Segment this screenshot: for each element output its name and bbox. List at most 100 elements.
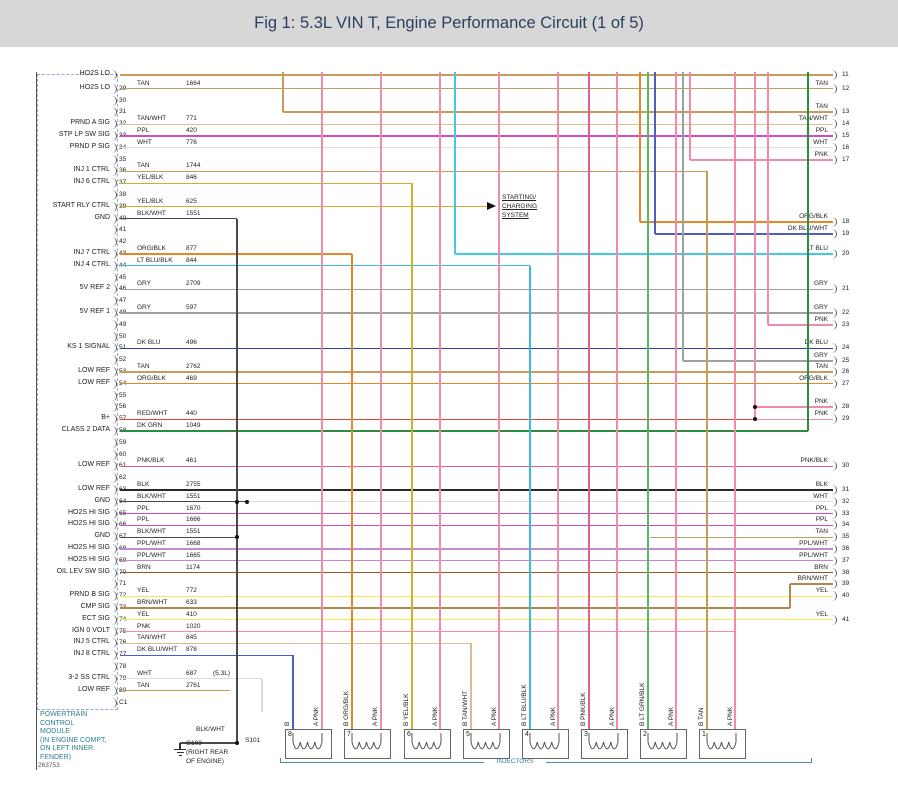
pcm-pin-label: LOW REF <box>78 367 110 374</box>
injector-pin-a-label: A PNK <box>372 706 379 726</box>
wire-vertical <box>351 254 353 729</box>
wire-horizontal <box>120 371 833 373</box>
pcm-module-label: ON LEFT INNER <box>40 745 94 753</box>
terminal-color-label: LT BLU <box>806 245 828 252</box>
wire-circuit-number: 1551 <box>186 528 201 536</box>
pcm-pin-bracket-icon <box>112 414 117 425</box>
pcm-pin-bracket-icon <box>112 390 117 401</box>
injector-pin-a-label: A PNK <box>432 706 439 726</box>
wire-horizontal <box>120 182 412 184</box>
wire-vertical <box>282 72 284 112</box>
wire-vertical <box>754 72 756 420</box>
terminal-color-label: WHT <box>813 138 828 146</box>
terminal-color-label: DK BLU <box>804 339 828 347</box>
terminal-number: 33 <box>842 509 850 517</box>
terminal-number: 23 <box>842 321 850 328</box>
wire-horizontal <box>120 147 833 149</box>
pcm-pin-bracket-icon <box>112 249 117 259</box>
injectors-brace-line <box>546 762 812 764</box>
terminal-bracket-icon <box>832 579 837 589</box>
wire-horizontal <box>120 548 833 550</box>
pcm-pin-number: 45 <box>119 273 127 281</box>
terminal-bracket-icon <box>832 555 837 566</box>
terminal-bracket-icon <box>832 532 837 543</box>
pcm-pin-bracket-icon <box>112 319 117 330</box>
wire-vertical <box>647 72 649 729</box>
terminal-color-label: PPL <box>815 516 828 524</box>
wire-color-label: PPL <box>137 504 150 512</box>
terminal-color-label: WHT <box>813 492 828 500</box>
injector-number: 8 <box>288 731 292 738</box>
pcm-pin-bracket-icon <box>112 225 117 236</box>
wire-color-label: BLK/WHT <box>137 209 166 217</box>
wire-vertical <box>689 72 691 160</box>
pcm-pin-number: 41 <box>119 226 127 234</box>
ground-symbol-icon <box>179 743 181 749</box>
wire-circuit-number: 469 <box>186 374 197 382</box>
terminal-bracket-icon <box>832 614 837 625</box>
terminal-number: 22 <box>842 309 850 316</box>
wire-horizontal <box>247 501 833 503</box>
wire-circuit-number: 633 <box>186 599 197 606</box>
wire-circuit-number: 2755 <box>186 481 201 488</box>
terminal-number: 11 <box>842 71 849 78</box>
wire-horizontal <box>120 418 755 420</box>
injector-number: 7 <box>347 731 351 738</box>
pcm-pin-bracket-icon <box>112 591 117 602</box>
injector-number: 4 <box>525 731 529 738</box>
pcm-pin-number: C1 <box>119 699 128 706</box>
terminal-bracket-icon <box>832 367 837 377</box>
terminal-bracket-icon <box>832 119 837 130</box>
injectors-brace-line <box>280 762 484 764</box>
terminal-color-label: DK BLU/WHT <box>787 225 828 232</box>
terminal-number: 18 <box>842 218 850 225</box>
pcm-pin-bracket-icon <box>112 461 117 472</box>
wire-color-label: GRY <box>137 304 151 311</box>
pcm-pin-bracket-icon <box>112 308 117 318</box>
pcm-pin-bracket-icon <box>112 154 117 165</box>
wire-color-label: DK BLU <box>137 339 161 347</box>
pcm-pin-bracket-icon <box>112 95 117 106</box>
terminal-color-label: PPL <box>815 504 828 512</box>
terminal-number: 20 <box>842 250 850 257</box>
terminal-bracket-icon <box>832 520 837 531</box>
injector-coil <box>701 733 742 755</box>
injector-coil <box>287 733 328 755</box>
wire-vertical <box>321 72 323 729</box>
injector-pin-a-label: A PNK <box>491 706 498 726</box>
terminal-color-label: TAN <box>815 79 828 87</box>
terminal-number: 35 <box>842 533 850 541</box>
wire-circuit-number: 1174 <box>186 563 200 571</box>
terminal-bracket-icon <box>832 567 837 578</box>
terminal-number: 17 <box>842 156 850 163</box>
wire-color-label: GRY <box>137 280 151 288</box>
injectors-brace-tick <box>280 758 282 763</box>
terminal-bracket-icon <box>832 217 837 227</box>
terminal-color-label: BRN/WHT <box>797 575 828 582</box>
pcm-pin-number: 78 <box>119 663 127 670</box>
wire-horizontal <box>120 347 833 350</box>
pcm-pin-number: 50 <box>119 332 127 340</box>
pcm-pin-label: PRND P SIG <box>69 142 110 150</box>
wire-horizontal <box>120 88 833 90</box>
terminal-bracket-icon <box>832 229 837 239</box>
splice-dot <box>245 499 249 504</box>
pcm-pin-bracket-icon <box>112 437 117 448</box>
starting-charging-label: SYSTEM <box>502 212 529 219</box>
wire-horizontal <box>755 406 833 408</box>
injector-coil <box>346 733 387 755</box>
pcm-pin-label: GND <box>94 213 110 221</box>
wire-horizontal <box>755 418 833 420</box>
ground-symbol-icon <box>178 755 182 757</box>
terminal-number: 36 <box>842 545 850 552</box>
pcm-pin-label: INJ 7 CTRL <box>73 249 110 256</box>
wire-vertical <box>789 584 791 608</box>
coil-icon <box>588 733 619 750</box>
terminal-color-label: YEL <box>815 610 828 618</box>
terminal-number: 38 <box>842 568 850 576</box>
splice-dot <box>235 741 239 745</box>
wire-circuit-number: 771 <box>186 115 197 123</box>
wire-vertical <box>439 72 441 729</box>
diagram-left-frame <box>36 72 37 770</box>
injector-number: 5 <box>466 731 470 738</box>
